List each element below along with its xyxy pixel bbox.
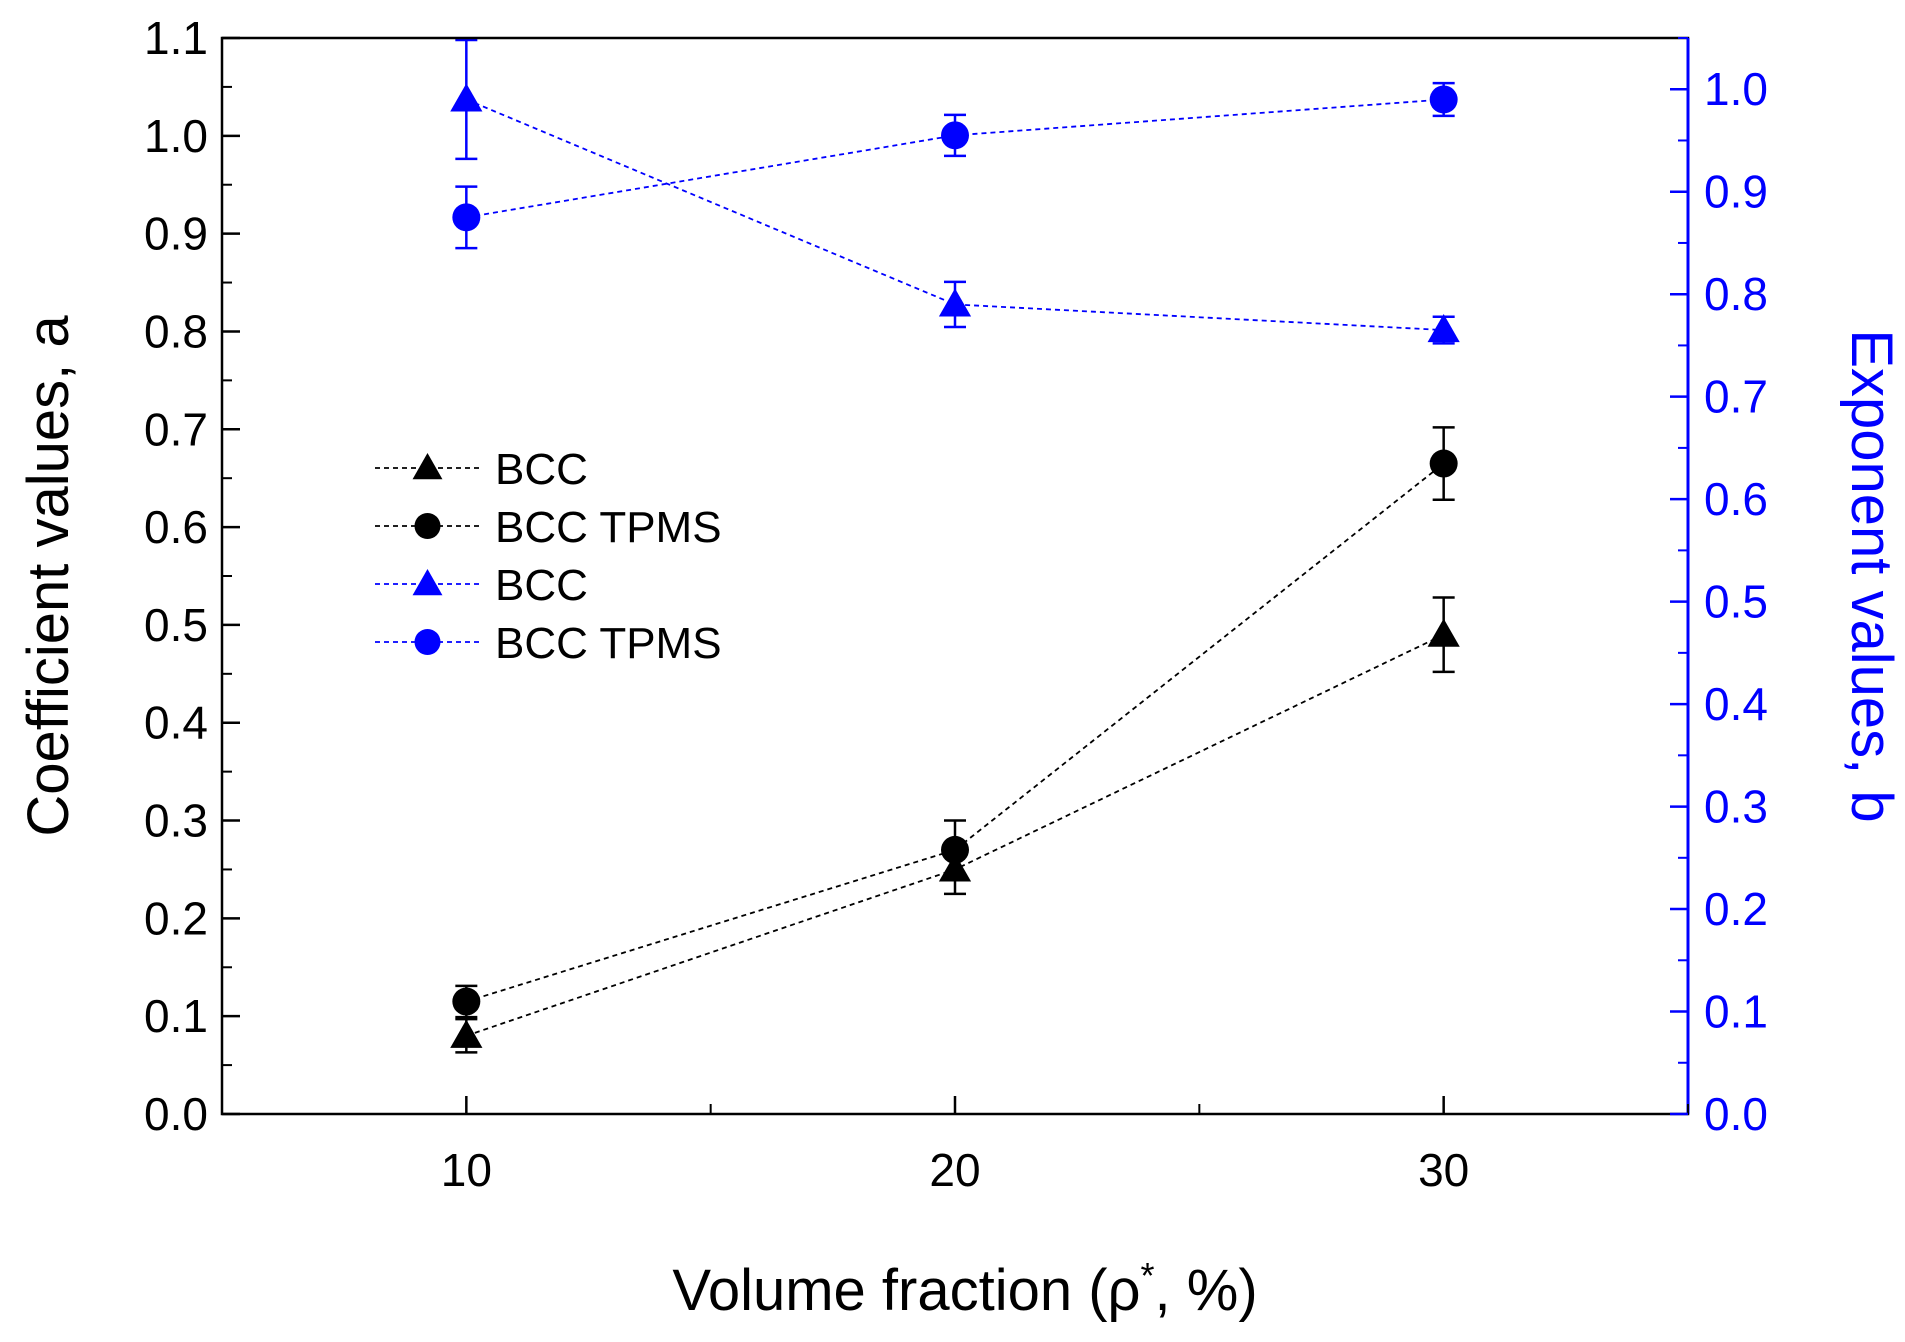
legend: BCC BCC TPMS BCC BCC TPMS — [375, 445, 722, 668]
data-point-1-0 — [452, 987, 481, 1016]
x-axis-title-main: Volume fraction (ρ — [672, 1258, 1140, 1323]
y-right-tick-label: 0.9 — [1704, 166, 1768, 218]
y-left-axis-title: Coefficient values, a — [16, 315, 81, 837]
y-right-tick-label: 0.4 — [1704, 678, 1768, 730]
series-markers — [450, 38, 1460, 1054]
y-left-tick-label: 0.5 — [144, 599, 208, 651]
data-point-1-1 — [941, 835, 969, 864]
y-right-tick-label: 0.6 — [1704, 473, 1768, 525]
y-left-tick-label: 1.1 — [144, 12, 208, 64]
y-left-tick-label: 0.1 — [144, 990, 208, 1042]
y-right-axis: 0.0 0.1 0.2 0.3 0.4 0.5 0.6 0.7 0.8 0.9 1.0 — [1670, 37, 1768, 1140]
legend-marker-2 — [412, 569, 443, 596]
x-axis-title-suffix: , %) — [1155, 1258, 1258, 1323]
y-left-axis: 0.0 0.1 0.2 0.3 0.4 0.5 0.6 0.7 0.8 0.9 1.0 1.1 — [144, 12, 240, 1140]
plot-frame — [220, 36, 1690, 1116]
y-left-tick-label: 0.7 — [144, 403, 208, 455]
series-lines — [465, 98, 1445, 1037]
data-point-3-0 — [452, 203, 481, 232]
y-left-tick-label: 0.2 — [144, 892, 208, 944]
data-point-2-0 — [450, 83, 483, 112]
legend-label-3: BCC TPMS — [495, 619, 722, 668]
y-right-tick-label: 0.0 — [1704, 1088, 1768, 1140]
legend-label-1: BCC TPMS — [495, 503, 722, 552]
y-right-tick-label: 0.5 — [1704, 576, 1768, 628]
x-axis-title: Volume fraction (ρ*, %) — [672, 1255, 1257, 1323]
legend-marker-3 — [414, 629, 441, 655]
y-left-tick-label: 0.4 — [144, 697, 208, 749]
y-right-tick-label: 0.8 — [1704, 268, 1768, 320]
y-right-tick-label: 0.7 — [1704, 371, 1768, 423]
y-right-tick-label: 0.2 — [1704, 883, 1768, 935]
y-right-tick-label: 0.3 — [1704, 781, 1768, 833]
x-tick-label-30: 30 — [1418, 1144, 1469, 1196]
y-left-tick-label: 0.8 — [144, 305, 208, 357]
data-point-0-0 — [450, 1019, 483, 1048]
data-point-3-2 — [1429, 85, 1458, 114]
x-tick-label-10: 10 — [441, 1144, 492, 1196]
x-tick-label-20: 20 — [929, 1144, 980, 1196]
series-line-2 — [465, 98, 1444, 331]
data-point-1-2 — [1429, 449, 1458, 478]
y-right-tick-label: 1.0 — [1704, 63, 1768, 115]
y-left-tick-label: 0.9 — [144, 208, 208, 260]
x-axis: 10 20 30 — [221, 1096, 1689, 1196]
data-point-0-2 — [1427, 618, 1460, 647]
y-left-tick-label: 0.6 — [144, 501, 208, 553]
y-right-tick-label: 0.1 — [1704, 986, 1768, 1038]
y-left-tick-label: 0.0 — [144, 1088, 208, 1140]
legend-label-0: BCC — [495, 445, 588, 494]
data-point-3-1 — [941, 121, 969, 150]
x-axis-title-superscript: * — [1141, 1255, 1155, 1296]
data-point-2-2 — [1427, 313, 1460, 343]
y-right-axis-title: Exponent values, b — [1839, 329, 1904, 822]
data-point-2-1 — [938, 288, 972, 317]
y-left-tick-label: 0.3 — [144, 795, 208, 847]
legend-label-2: BCC — [495, 561, 588, 610]
legend-marker-0 — [412, 453, 443, 480]
legend-marker-1 — [414, 513, 441, 539]
y-left-tick-label: 1.0 — [144, 110, 208, 162]
